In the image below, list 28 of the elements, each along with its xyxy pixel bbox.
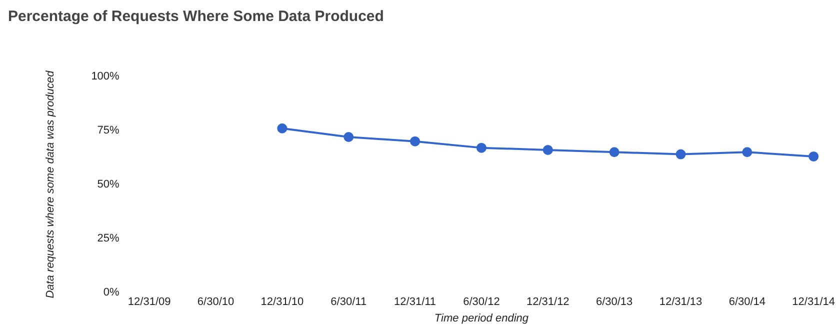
point: [410, 136, 420, 146]
x-tick-label: 6/30/10: [197, 296, 234, 308]
y-tick-label: 25%: [97, 232, 120, 244]
x-tick-label: 12/31/13: [659, 296, 702, 308]
point: [344, 132, 354, 142]
x-tick-label: 12/31/14: [792, 296, 836, 308]
point: [676, 149, 686, 160]
point: [808, 151, 819, 162]
point: [542, 144, 553, 155]
chart-title: Percentage of Requests Where Some Data Produced: [8, 8, 384, 25]
y-tick-label: 100%: [91, 70, 120, 83]
x-axis-title: Time period ending: [434, 312, 530, 324]
y-tick-label: 50%: [97, 178, 120, 191]
y-tick-label: 0%: [103, 286, 120, 298]
x-tick-label: 12/31/09: [128, 296, 171, 308]
point: [277, 123, 288, 134]
point: [476, 142, 486, 153]
x-tick-label: 6/30/14: [728, 296, 766, 308]
y-axis-title: Data requests where some data was produced: [44, 70, 57, 298]
point: [742, 147, 752, 158]
x-tick-label: 6/30/13: [596, 296, 633, 308]
y-tick-label: 75%: [97, 124, 120, 137]
x-tick-label: 12/31/10: [260, 296, 304, 308]
x-tick-label: 6/30/12: [463, 296, 500, 308]
point: [609, 147, 620, 158]
x-tick-label: 12/31/12: [526, 296, 570, 308]
x-tick-label: 12/31/11: [394, 296, 436, 308]
x-tick-label: 6/30/11: [330, 296, 367, 308]
